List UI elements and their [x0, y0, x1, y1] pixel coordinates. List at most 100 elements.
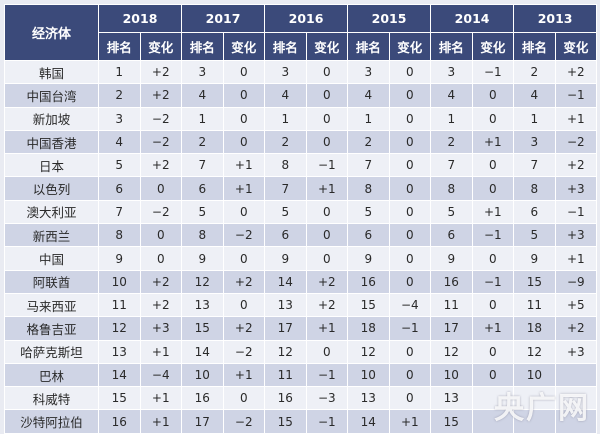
economy-name: 中国香港 [4, 129, 99, 155]
rank-cell [513, 409, 556, 434]
rank-cell: 3 [98, 106, 141, 131]
change-cell: 0 [388, 246, 432, 271]
rank-cell: 4 [181, 83, 224, 108]
table-row: 哈萨克斯坦 13 +1 14 −2 12 0 12 0 12 0 12 +3 [4, 339, 598, 364]
change-cell: +3 [139, 316, 183, 341]
ranking-table: 经济体 2018 2017 2016 2015 2014 2013 排名 变化 … [4, 4, 598, 434]
change-cell: 0 [222, 246, 266, 271]
change-cell: 0 [305, 246, 349, 271]
rank-cell: 8 [347, 176, 390, 201]
change-header: 变化 [139, 32, 183, 61]
economy-name: 哈萨克斯坦 [4, 339, 99, 364]
rank-cell: 15 [98, 386, 141, 411]
table-row: 新加坡 3 −2 1 0 1 0 1 0 1 0 1 +1 [4, 106, 598, 131]
rank-cell: 11 [430, 292, 473, 318]
change-cell: −1 [554, 199, 598, 225]
change-cell: +1 [139, 386, 183, 411]
rank-cell: 4 [98, 129, 141, 155]
rank-cell: 14 [347, 409, 390, 434]
table-row: 以色列 6 0 6 +1 7 +1 8 0 8 0 8 +3 [4, 176, 598, 201]
change-cell: +1 [222, 176, 266, 201]
rank-cell: 15 [264, 409, 307, 434]
rank-cell: 9 [98, 246, 141, 271]
rank-cell: 16 [264, 386, 307, 411]
change-cell: 0 [305, 199, 349, 225]
change-cell: 0 [471, 83, 515, 108]
rank-cell: 17 [181, 409, 224, 434]
change-cell: +2 [139, 83, 183, 108]
year-header: 2013 [513, 4, 598, 33]
year-header: 2016 [264, 4, 349, 33]
change-cell: −2 [554, 129, 598, 155]
table-row: 沙特阿拉伯 16 +1 17 −2 15 −1 14 +1 15 [4, 409, 598, 434]
table-row: 中国 9 0 9 0 9 0 9 0 9 0 9 +1 [4, 246, 598, 271]
rank-cell: 15 [181, 316, 224, 341]
change-cell: −1 [388, 316, 432, 341]
change-cell: −2 [139, 199, 183, 225]
change-cell: 0 [305, 59, 349, 85]
table-row: 科威特 15 +1 16 0 16 −3 13 0 13 [4, 386, 598, 411]
rank-cell: 2 [264, 129, 307, 155]
change-cell: 0 [222, 292, 266, 318]
change-cell: +3 [554, 339, 598, 364]
change-cell: +1 [222, 153, 266, 178]
rank-cell: 8 [513, 176, 556, 201]
change-cell: 0 [305, 223, 349, 248]
change-cell: −1 [471, 223, 515, 248]
rank-cell: 12 [430, 339, 473, 364]
change-cell: −2 [222, 339, 266, 364]
rank-cell: 6 [98, 176, 141, 201]
rank-cell: 2 [181, 129, 224, 155]
economy-name: 中国 [4, 246, 99, 271]
change-cell: 0 [471, 339, 515, 364]
change-cell: +3 [554, 223, 598, 248]
table-row: 韩国 1 +2 3 0 3 0 3 0 3 −1 2 +2 [4, 59, 598, 85]
economy-name: 日本 [4, 153, 99, 178]
change-cell [471, 409, 515, 434]
change-cell: +1 [554, 246, 598, 271]
rank-header: 排名 [430, 32, 473, 61]
change-cell: +2 [305, 292, 349, 318]
change-cell: 0 [305, 339, 349, 364]
economy-name: 马来西亚 [4, 292, 99, 318]
rank-cell: 15 [430, 409, 473, 434]
change-cell: −1 [471, 59, 515, 85]
rank-cell: 13 [430, 386, 473, 411]
rank-cell: 15 [347, 292, 390, 318]
rank-cell: 18 [513, 316, 556, 341]
rank-cell: 4 [347, 83, 390, 108]
change-cell: 0 [388, 106, 432, 131]
rank-cell: 6 [181, 176, 224, 201]
rank-cell: 7 [264, 176, 307, 201]
rank-cell: 13 [98, 339, 141, 364]
year-header-row: 经济体 2018 2017 2016 2015 2014 2013 [4, 4, 598, 61]
rank-cell: 2 [513, 59, 556, 85]
rank-cell: 5 [513, 223, 556, 248]
rank-cell: 7 [430, 153, 473, 178]
change-cell: 0 [471, 106, 515, 131]
change-cell: 0 [139, 176, 183, 201]
rank-cell: 9 [347, 246, 390, 271]
economy-name: 科威特 [4, 386, 99, 411]
rank-cell: 13 [347, 386, 390, 411]
rank-cell: 8 [98, 223, 141, 248]
change-cell [554, 362, 598, 388]
change-cell: 0 [222, 106, 266, 131]
rank-cell: 3 [347, 59, 390, 85]
change-cell: 0 [222, 199, 266, 225]
change-cell: +2 [139, 269, 183, 294]
change-cell: +2 [222, 269, 266, 294]
change-cell: +2 [139, 153, 183, 178]
change-cell: 0 [471, 153, 515, 178]
rank-cell: 7 [347, 153, 390, 178]
rank-cell: 13 [264, 292, 307, 318]
change-cell: +1 [222, 362, 266, 388]
rank-cell: 1 [264, 106, 307, 131]
change-cell: +2 [554, 316, 598, 341]
change-cell: +2 [139, 59, 183, 85]
rank-header: 排名 [264, 32, 307, 61]
change-cell: +3 [554, 176, 598, 201]
rank-cell: 13 [181, 292, 224, 318]
rank-cell: 12 [347, 339, 390, 364]
change-cell: +1 [388, 409, 432, 434]
